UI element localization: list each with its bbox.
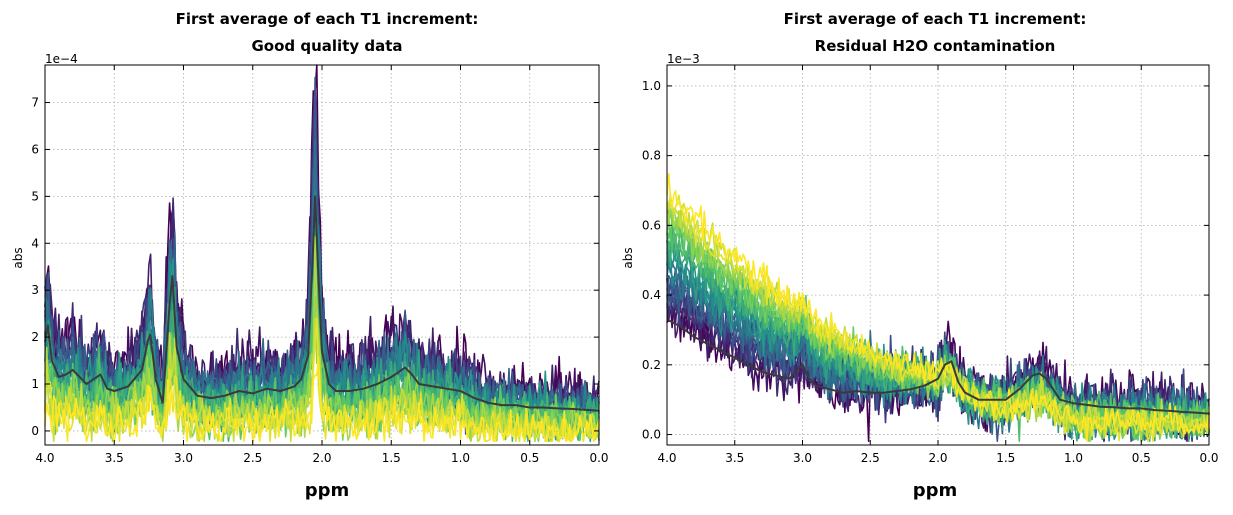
left-x-axis-label: ppm [305, 480, 350, 501]
left-xtick-label: 3.0 [174, 451, 193, 465]
left-xtick-label: 3.5 [105, 451, 124, 465]
right-y-exponent: 1e−3 [667, 52, 700, 66]
right-trace-21 [666, 193, 1210, 440]
left-xtick-label: 4.0 [35, 451, 54, 465]
left-trace-23 [44, 356, 600, 443]
left-ytick-label: 1 [31, 377, 39, 391]
right-xtick-label: 2.5 [861, 451, 880, 465]
left-panel: First average of each T1 increment: Good… [11, 10, 609, 501]
left-plot-frame [44, 64, 600, 446]
right-mean-line [666, 318, 1210, 415]
left-mean-line [44, 195, 600, 412]
right-ytick-label: 0.0 [642, 428, 661, 442]
right-title-line-2: Residual H2O contamination [815, 37, 1056, 55]
left-ytick-label: 7 [31, 96, 39, 110]
left-ytick-label: 4 [31, 236, 39, 250]
right-xtick-label: 0.0 [1199, 451, 1218, 465]
right-ticks: 4.0 3.5 3.0 2.5 2.0 1.5 1.0 0.5 0.0 0.0 0.2 0.4 0.6 0… [642, 65, 1219, 465]
left-ticks: 4.0 3.5 3.0 2.5 2.0 1.5 1.0 0.5 0.0 0 1 2 3 4 5 6 7 [31, 65, 609, 465]
right-xtick-label: 4.0 [657, 451, 676, 465]
right-ytick-label: 0.2 [642, 358, 661, 372]
right-xtick-label: 1.5 [996, 451, 1015, 465]
left-xtick-label: 0.5 [520, 451, 539, 465]
left-title-line-1: First average of each T1 increment: [176, 10, 479, 28]
left-ytick-label: 2 [31, 330, 39, 344]
right-ytick-label: 0.6 [642, 218, 661, 232]
right-trace-23 [666, 172, 1210, 443]
left-xtick-label: 0.0 [589, 451, 608, 465]
right-xtick-label: 3.0 [793, 451, 812, 465]
left-title-line-2: Good quality data [251, 37, 402, 55]
right-plot-frame [666, 64, 1210, 446]
right-xtick-label: 1.0 [1064, 451, 1083, 465]
left-xtick-label: 1.0 [451, 451, 470, 465]
right-y-axis-label: abs [621, 247, 635, 268]
right-title-line-1: First average of each T1 increment: [784, 10, 1087, 28]
right-ytick-label: 1.0 [642, 79, 661, 93]
left-ytick-label: 3 [31, 283, 39, 297]
left-ytick-label: 5 [31, 189, 39, 203]
left-xtick-label: 2.5 [243, 451, 262, 465]
right-xtick-label: 0.5 [1132, 451, 1151, 465]
left-y-axis-label: abs [11, 247, 25, 268]
left-ytick-label: 0 [31, 424, 39, 438]
right-ytick-label: 0.8 [642, 149, 661, 163]
right-xtick-label: 3.5 [725, 451, 744, 465]
left-y-exponent: 1e−4 [45, 52, 78, 66]
right-xtick-label: 2.0 [928, 451, 947, 465]
left-xtick-label: 2.0 [312, 451, 331, 465]
left-ytick-label: 6 [31, 142, 39, 156]
right-ytick-label: 0.4 [642, 288, 661, 302]
right-x-axis-label: ppm [913, 480, 958, 501]
right-panel: First average of each T1 increment: Resi… [621, 10, 1219, 501]
left-xtick-label: 1.5 [382, 451, 401, 465]
